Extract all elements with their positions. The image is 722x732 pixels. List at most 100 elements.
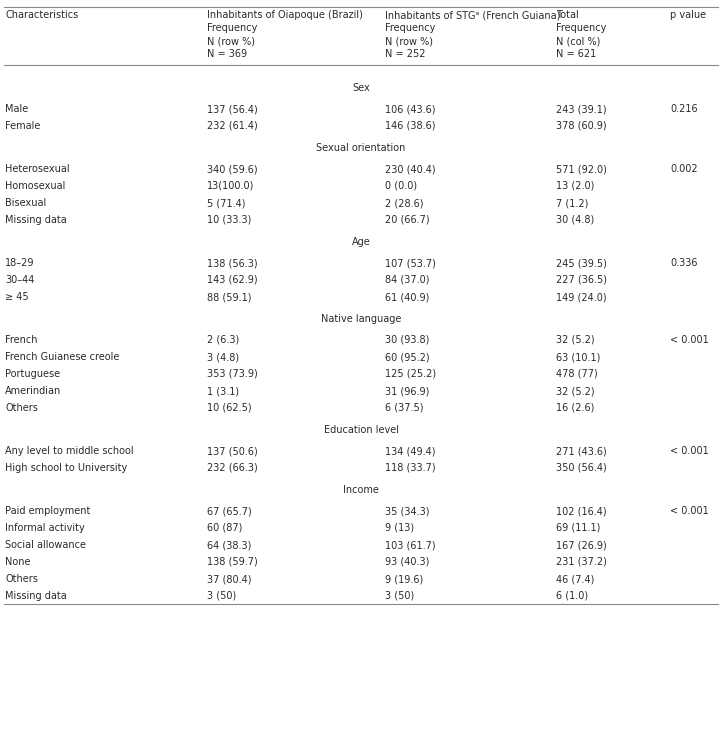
Text: Male: Male [5,104,28,114]
Text: 30 (4.8): 30 (4.8) [556,215,594,225]
Text: 167 (26.9): 167 (26.9) [556,540,606,550]
Text: 232 (61.4): 232 (61.4) [207,121,258,131]
Text: 5 (71.4): 5 (71.4) [207,198,245,208]
Text: 138 (56.3): 138 (56.3) [207,258,258,268]
Text: 118 (33.7): 118 (33.7) [385,463,435,473]
Text: 69 (11.1): 69 (11.1) [556,523,601,533]
Text: 107 (53.7): 107 (53.7) [385,258,436,268]
Text: 64 (38.3): 64 (38.3) [207,540,251,550]
Text: N = 252: N = 252 [385,49,425,59]
Text: 149 (24.0): 149 (24.0) [556,292,606,302]
Text: 350 (56.4): 350 (56.4) [556,463,606,473]
Text: Missing data: Missing data [5,215,66,225]
Text: 32 (5.2): 32 (5.2) [556,386,595,396]
Text: 67 (65.7): 67 (65.7) [207,506,252,516]
Text: 378 (60.9): 378 (60.9) [556,121,606,131]
Text: 60 (87): 60 (87) [207,523,243,533]
Text: 143 (62.9): 143 (62.9) [207,275,258,285]
Text: Any level to middle school: Any level to middle school [5,446,134,456]
Text: 232 (66.3): 232 (66.3) [207,463,258,473]
Text: French Guianese creole: French Guianese creole [5,352,119,362]
Text: 3 (50): 3 (50) [385,591,414,601]
Text: 13(100.0): 13(100.0) [207,181,254,191]
Text: Social allowance: Social allowance [5,540,86,550]
Text: 231 (37.2): 231 (37.2) [556,557,607,567]
Text: Frequency: Frequency [556,23,606,33]
Text: 18–29: 18–29 [5,258,35,268]
Text: 2 (28.6): 2 (28.6) [385,198,424,208]
Text: 20 (66.7): 20 (66.7) [385,215,430,225]
Text: 138 (59.7): 138 (59.7) [207,557,258,567]
Text: Others: Others [5,403,38,413]
Text: 353 (73.9): 353 (73.9) [207,369,258,379]
Text: Income: Income [343,485,379,495]
Text: 137 (50.6): 137 (50.6) [207,446,258,456]
Text: 63 (10.1): 63 (10.1) [556,352,601,362]
Text: Amerindian: Amerindian [5,386,61,396]
Text: Characteristics: Characteristics [5,10,78,20]
Text: 0.336: 0.336 [670,258,697,268]
Text: N (row %): N (row %) [385,36,433,46]
Text: 3 (4.8): 3 (4.8) [207,352,239,362]
Text: 46 (7.4): 46 (7.4) [556,574,594,584]
Text: Frequency: Frequency [385,23,435,33]
Text: 2 (6.3): 2 (6.3) [207,335,239,345]
Text: Others: Others [5,574,38,584]
Text: 31 (96.9): 31 (96.9) [385,386,430,396]
Text: 1 (3.1): 1 (3.1) [207,386,239,396]
Text: < 0.001: < 0.001 [670,446,709,456]
Text: 125 (25.2): 125 (25.2) [385,369,436,379]
Text: N (col %): N (col %) [556,36,601,46]
Text: Missing data: Missing data [5,591,66,601]
Text: Paid employment: Paid employment [5,506,90,516]
Text: ≥ 45: ≥ 45 [5,292,29,302]
Text: N = 621: N = 621 [556,49,596,59]
Text: 245 (39.5): 245 (39.5) [556,258,607,268]
Text: 271 (43.6): 271 (43.6) [556,446,606,456]
Text: < 0.001: < 0.001 [670,506,709,516]
Text: 9 (13): 9 (13) [385,523,414,533]
Text: 102 (16.4): 102 (16.4) [556,506,606,516]
Text: 146 (38.6): 146 (38.6) [385,121,435,131]
Text: 571 (92.0): 571 (92.0) [556,164,607,174]
Text: < 0.001: < 0.001 [670,335,709,345]
Text: 103 (61.7): 103 (61.7) [385,540,435,550]
Text: 134 (49.4): 134 (49.4) [385,446,435,456]
Text: 16 (2.6): 16 (2.6) [556,403,594,413]
Text: Homosexual: Homosexual [5,181,66,191]
Text: Sexual orientation: Sexual orientation [316,143,406,153]
Text: 6 (37.5): 6 (37.5) [385,403,424,413]
Text: 6 (1.0): 6 (1.0) [556,591,588,601]
Text: High school to University: High school to University [5,463,127,473]
Text: French: French [5,335,38,345]
Text: 243 (39.1): 243 (39.1) [556,104,606,114]
Text: 340 (59.6): 340 (59.6) [207,164,258,174]
Text: 93 (40.3): 93 (40.3) [385,557,430,567]
Text: N = 369: N = 369 [207,49,247,59]
Text: Informal activity: Informal activity [5,523,84,533]
Text: 32 (5.2): 32 (5.2) [556,335,595,345]
Text: None: None [5,557,30,567]
Text: Bisexual: Bisexual [5,198,46,208]
Text: Age: Age [352,237,370,247]
Text: 9 (19.6): 9 (19.6) [385,574,423,584]
Text: Heterosexual: Heterosexual [5,164,69,174]
Text: 13 (2.0): 13 (2.0) [556,181,594,191]
Text: Female: Female [5,121,40,131]
Text: 30 (93.8): 30 (93.8) [385,335,430,345]
Text: 60 (95.2): 60 (95.2) [385,352,430,362]
Text: 3 (50): 3 (50) [207,591,236,601]
Text: Frequency: Frequency [207,23,257,33]
Text: 137 (56.4): 137 (56.4) [207,104,258,114]
Text: 10 (33.3): 10 (33.3) [207,215,251,225]
Text: 61 (40.9): 61 (40.9) [385,292,430,302]
Text: Total: Total [556,10,579,20]
Text: N (row %): N (row %) [207,36,255,46]
Text: Native language: Native language [321,314,401,324]
Text: 0.002: 0.002 [670,164,697,174]
Text: Inhabitants of STGᵃ (French Guiana): Inhabitants of STGᵃ (French Guiana) [385,10,560,20]
Text: 478 (77): 478 (77) [556,369,598,379]
Text: 10 (62.5): 10 (62.5) [207,403,252,413]
Text: 37 (80.4): 37 (80.4) [207,574,251,584]
Text: Inhabitants of Oiapoque (Brazil): Inhabitants of Oiapoque (Brazil) [207,10,363,20]
